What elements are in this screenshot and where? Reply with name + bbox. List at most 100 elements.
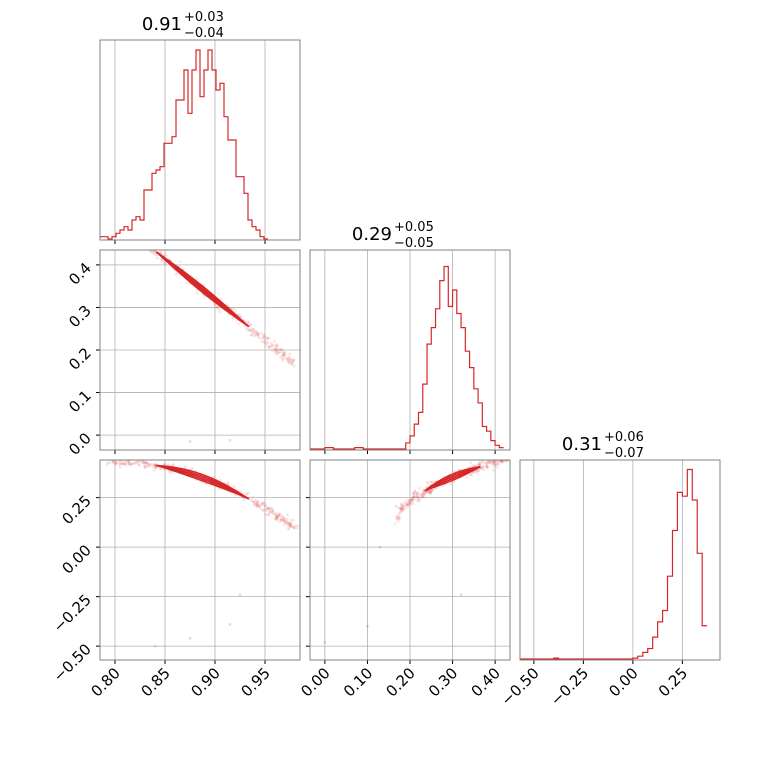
outlier-point [228, 438, 232, 442]
sample-point [257, 504, 261, 508]
sample-point [289, 519, 293, 522]
sample-point [494, 463, 498, 467]
panel-title-minus: −0.05 [394, 236, 434, 251]
sample-point [254, 332, 258, 336]
sample-point [279, 518, 283, 522]
sample-point [245, 328, 249, 332]
sample-point [262, 501, 265, 505]
sample-point [245, 492, 249, 496]
sample-point [120, 462, 124, 466]
sample-point [497, 456, 500, 459]
outlier-point [459, 593, 463, 597]
sample-point [477, 462, 481, 466]
sample-point [132, 462, 136, 465]
sample-point [475, 471, 479, 475]
sample-point [400, 504, 403, 508]
density-contour [156, 464, 250, 500]
sample-point [268, 507, 272, 510]
sample-point [411, 495, 415, 499]
sample-point [137, 235, 140, 238]
sample-point [421, 492, 425, 496]
sample-point [290, 362, 294, 366]
sample-point [279, 350, 283, 354]
sample-point [399, 508, 403, 512]
sample-point [257, 334, 260, 338]
sample-point [253, 501, 257, 504]
sample-point [417, 486, 421, 490]
sample-point [253, 334, 257, 338]
sample-point [288, 522, 292, 525]
sample-point [131, 462, 135, 465]
sample-point [271, 511, 275, 514]
sample-point [137, 463, 140, 466]
x-tick-label: 0.00 [605, 664, 641, 700]
sample-point [135, 229, 138, 232]
sample-point [396, 514, 400, 518]
sample-point [135, 460, 138, 464]
sample-point [282, 352, 286, 356]
sample-point [471, 471, 475, 474]
sample-point [151, 246, 154, 249]
sample-point [412, 492, 415, 496]
density-contour [156, 464, 250, 500]
sample-point [248, 324, 252, 328]
sample-point [256, 499, 260, 503]
sample-point [255, 502, 259, 506]
sample-point [117, 214, 120, 217]
sample-point [412, 495, 416, 499]
x-tick-label: 0.00 [297, 664, 333, 700]
sample-point [114, 212, 117, 215]
sample-point [416, 499, 420, 503]
sample-point [287, 521, 291, 524]
panel-scatter-3-1: 0.80 0.85 0.90 0.95 −0.50−0.25 0.00 0.25 [50, 459, 301, 700]
sample-point [271, 509, 275, 513]
sample-point [413, 495, 417, 499]
panel-hist-3: −0.50 −0.25 0.00 0.25 0.31 +0.06−0.07 [497, 430, 721, 709]
sample-point [144, 240, 147, 243]
sample-point [431, 489, 435, 492]
sample-point [401, 507, 404, 511]
sample-point [132, 231, 135, 234]
sample-point [295, 526, 299, 530]
sample-point [149, 250, 153, 253]
sample-point [478, 462, 481, 466]
sample-point [213, 303, 217, 307]
sample-point [158, 251, 162, 254]
sample-point [261, 508, 265, 512]
sample-point [405, 503, 409, 506]
x-tick-label: 0.95 [237, 664, 273, 700]
sample-point [286, 523, 290, 526]
sample-point [285, 357, 289, 361]
panel-title-plus: +0.06 [604, 430, 644, 445]
sample-point [124, 218, 127, 221]
sample-point [287, 527, 291, 531]
sample-point [289, 524, 292, 528]
sample-point [500, 461, 504, 464]
x-tick-label: 0.85 [137, 664, 173, 700]
sample-point [252, 331, 256, 334]
sample-point [217, 307, 220, 311]
sample-point [175, 271, 179, 275]
sample-point [485, 462, 488, 466]
sample-point [501, 460, 504, 464]
sample-point [398, 516, 402, 520]
sample-point [477, 469, 481, 473]
sample-point [111, 460, 114, 464]
sample-point [423, 492, 427, 495]
sample-point [251, 499, 255, 503]
sample-point [129, 230, 132, 233]
sample-point [195, 292, 199, 295]
sample-point [427, 491, 431, 494]
sample-point [116, 221, 119, 224]
sample-point [281, 518, 284, 521]
sample-point [260, 501, 264, 505]
sample-point [244, 492, 248, 496]
outlier-point [238, 593, 242, 597]
histogram-step-line [520, 468, 708, 660]
sample-point [288, 352, 292, 356]
sample-point [275, 346, 279, 350]
sample-point [114, 461, 118, 464]
sample-point [121, 218, 124, 221]
sample-point [249, 498, 253, 502]
sample-point [500, 460, 504, 463]
